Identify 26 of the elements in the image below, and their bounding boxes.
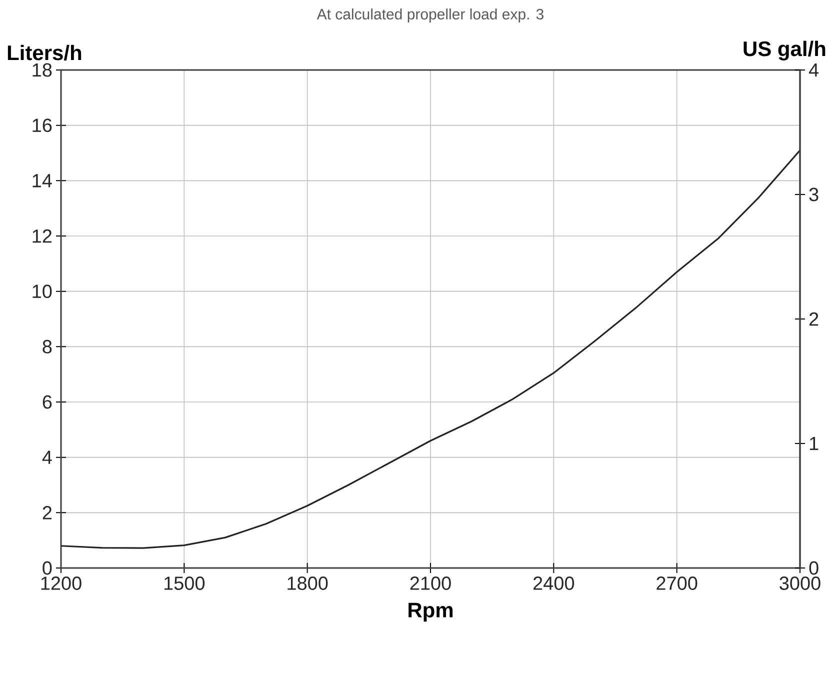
y2-tick-label: 1 — [810, 436, 818, 450]
y-tick-label: 16 — [32, 118, 52, 132]
y2-tick-label: 4 — [808, 63, 819, 77]
y2-tick-label: 3 — [809, 188, 818, 202]
y2-axis-title: US gal/h — [744, 40, 826, 60]
x-tick-label: 2100 — [410, 576, 451, 590]
x-tick-label: 2700 — [656, 576, 698, 590]
y-tick-label: 12 — [32, 229, 52, 243]
y-tick-label: 14 — [32, 174, 52, 188]
x-tick-label: 3000 — [780, 576, 820, 590]
y2-tick-label: 0 — [809, 561, 818, 575]
x-tick-label: 1800 — [288, 576, 328, 590]
x-tick-label: 1200 — [41, 576, 82, 590]
y-tick-label: 18 — [32, 63, 52, 77]
y-tick-label: 0 — [42, 561, 52, 575]
y-tick-label: 8 — [42, 340, 52, 354]
y-tick-label: 6 — [42, 395, 52, 409]
y-tick-label: 2 — [42, 506, 52, 520]
y-tick-label: 10 — [32, 284, 52, 298]
chart-title: At calculated propeller load exp. 3 — [316, 8, 544, 22]
y2-tick-label: 2 — [809, 312, 818, 326]
x-tick-label: 2400 — [533, 576, 574, 590]
y-axis-title: Liters/h — [8, 44, 82, 60]
y-tick-label: 4 — [42, 450, 52, 464]
x-tick-label: 1500 — [164, 576, 205, 590]
x-axis-title: Rpm — [408, 602, 453, 622]
